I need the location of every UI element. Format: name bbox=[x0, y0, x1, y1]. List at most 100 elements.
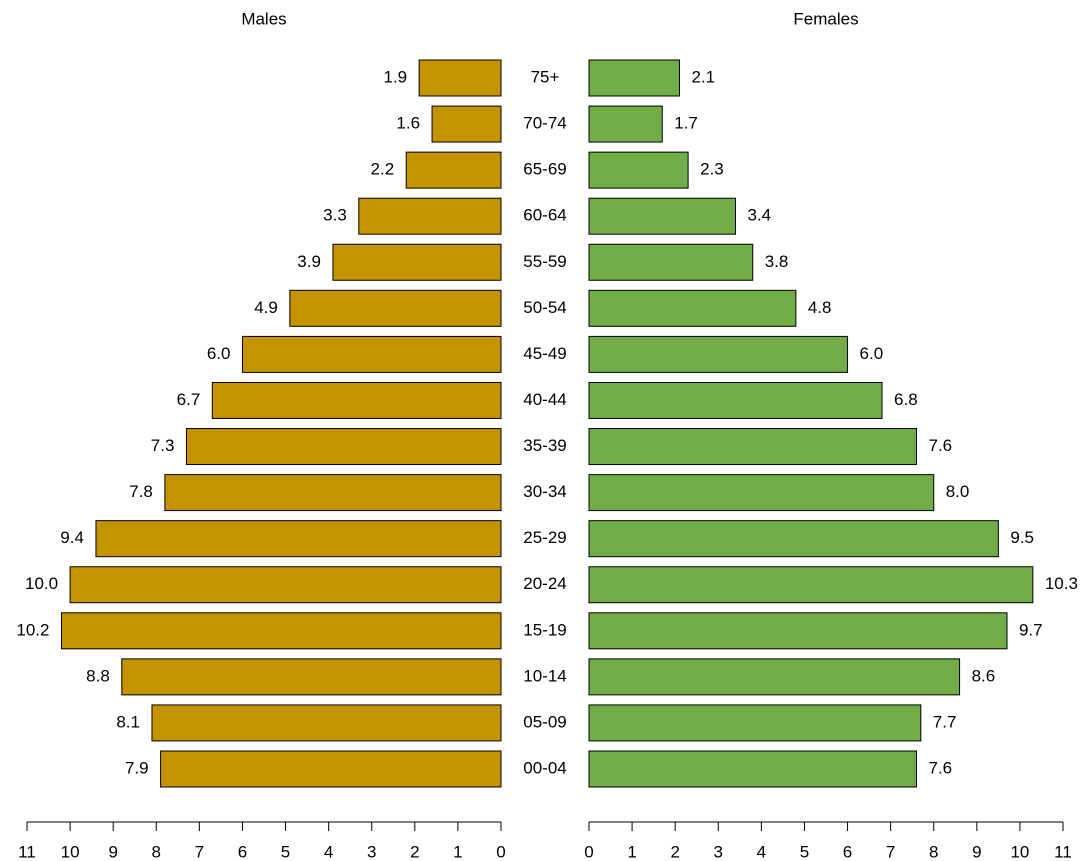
category-label: 70-74 bbox=[523, 114, 566, 133]
value-label: 9.4 bbox=[60, 528, 84, 547]
value-label: 2.1 bbox=[691, 67, 715, 86]
x-tick-label: 10 bbox=[61, 842, 80, 861]
value-label: 8.0 bbox=[946, 482, 970, 501]
bar bbox=[418, 59, 502, 97]
bar bbox=[588, 151, 689, 189]
x-tick-label: 8 bbox=[929, 842, 938, 861]
value-label: 1.9 bbox=[383, 67, 407, 86]
bar bbox=[332, 243, 502, 281]
value-label: 6.0 bbox=[860, 344, 884, 363]
value-label: 7.7 bbox=[933, 712, 957, 731]
category-label: 20-24 bbox=[523, 574, 566, 593]
bar bbox=[164, 474, 502, 512]
x-tick-label: 4 bbox=[324, 842, 333, 861]
category-label: 00-04 bbox=[523, 758, 566, 777]
bar bbox=[588, 750, 917, 788]
value-label: 4.9 bbox=[254, 298, 278, 317]
bar bbox=[588, 474, 935, 512]
value-label: 3.3 bbox=[323, 206, 347, 225]
x-tick-label: 3 bbox=[714, 842, 723, 861]
x-tick-label: 11 bbox=[1054, 842, 1072, 861]
bar bbox=[588, 197, 737, 235]
x-tick-label: 0 bbox=[584, 842, 593, 861]
value-label: 2.3 bbox=[700, 160, 724, 179]
bar bbox=[121, 658, 502, 696]
category-label: 30-34 bbox=[523, 482, 566, 501]
value-label: 8.6 bbox=[972, 666, 996, 685]
bar bbox=[95, 520, 502, 558]
category-label: 60-64 bbox=[523, 206, 566, 225]
x-tick-label: 5 bbox=[281, 842, 290, 861]
x-tick-label: 9 bbox=[972, 842, 981, 861]
x-tick-label: 6 bbox=[843, 842, 852, 861]
value-label: 8.1 bbox=[116, 712, 140, 731]
value-label: 1.6 bbox=[396, 114, 420, 133]
panel-title: Females bbox=[793, 9, 858, 28]
value-label: 6.7 bbox=[177, 390, 201, 409]
bar bbox=[69, 566, 502, 604]
category-label: 05-09 bbox=[523, 712, 566, 731]
x-tick-label: 4 bbox=[757, 842, 766, 861]
category-label: 55-59 bbox=[523, 252, 566, 271]
x-tick-label: 6 bbox=[238, 842, 247, 861]
bar bbox=[588, 289, 797, 327]
bar bbox=[588, 566, 1034, 604]
bar bbox=[588, 704, 922, 742]
x-tick-label: 3 bbox=[367, 842, 376, 861]
value-label: 6.0 bbox=[207, 344, 231, 363]
x-tick-label: 5 bbox=[800, 842, 809, 861]
bar bbox=[588, 59, 680, 97]
value-label: 4.8 bbox=[808, 298, 832, 317]
value-label: 10.0 bbox=[25, 574, 58, 593]
bar bbox=[588, 381, 883, 419]
bar bbox=[588, 520, 999, 558]
category-label: 75+ bbox=[531, 67, 560, 86]
category-label: 45-49 bbox=[523, 344, 566, 363]
value-label: 3.9 bbox=[297, 252, 321, 271]
bar bbox=[588, 243, 754, 281]
x-tick-label: 0 bbox=[496, 842, 505, 861]
bar bbox=[211, 381, 502, 419]
category-label: 35-39 bbox=[523, 436, 566, 455]
bar bbox=[588, 658, 961, 696]
value-label: 7.6 bbox=[928, 758, 952, 777]
x-tick-label: 1 bbox=[453, 842, 462, 861]
value-label: 1.7 bbox=[674, 114, 698, 133]
value-label: 10.2 bbox=[16, 620, 49, 639]
value-label: 3.4 bbox=[748, 206, 772, 225]
category-label: 65-69 bbox=[523, 160, 566, 179]
x-tick-label: 10 bbox=[1010, 842, 1029, 861]
bar bbox=[588, 105, 663, 143]
category-label: 10-14 bbox=[523, 666, 566, 685]
x-tick-label: 7 bbox=[195, 842, 204, 861]
bar bbox=[405, 151, 502, 189]
bar bbox=[151, 704, 502, 742]
value-label: 7.8 bbox=[129, 482, 153, 501]
value-label: 2.2 bbox=[371, 160, 395, 179]
value-label: 9.7 bbox=[1019, 620, 1043, 639]
x-tick-label: 9 bbox=[108, 842, 117, 861]
x-tick-label: 2 bbox=[410, 842, 419, 861]
x-tick-label: 2 bbox=[670, 842, 679, 861]
bar bbox=[588, 335, 849, 373]
value-label: 7.6 bbox=[928, 436, 952, 455]
bar bbox=[431, 105, 502, 143]
category-label: 15-19 bbox=[523, 620, 566, 639]
bar bbox=[588, 612, 1008, 650]
value-label: 6.8 bbox=[894, 390, 918, 409]
value-label: 7.3 bbox=[151, 436, 175, 455]
value-label: 8.8 bbox=[86, 666, 110, 685]
category-label: 40-44 bbox=[523, 390, 566, 409]
bar bbox=[185, 428, 502, 466]
bar bbox=[241, 335, 502, 373]
bar bbox=[60, 612, 502, 650]
value-label: 10.3 bbox=[1045, 574, 1078, 593]
x-tick-label: 7 bbox=[886, 842, 895, 861]
bar bbox=[160, 750, 502, 788]
value-label: 3.8 bbox=[765, 252, 789, 271]
bar bbox=[358, 197, 502, 235]
category-label: 25-29 bbox=[523, 528, 566, 547]
bar bbox=[289, 289, 502, 327]
x-tick-label: 1 bbox=[627, 842, 636, 861]
